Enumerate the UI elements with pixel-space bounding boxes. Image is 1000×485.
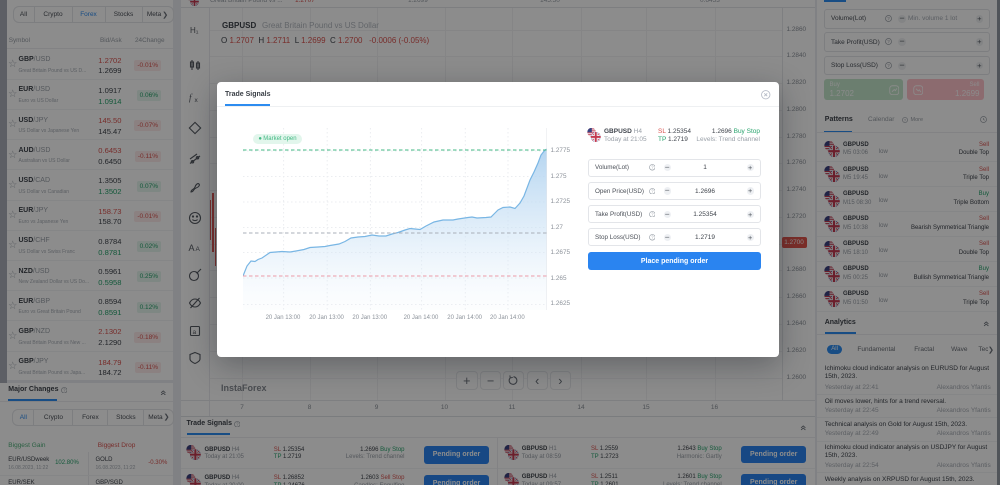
svg-text:?: ? bbox=[63, 387, 66, 392]
svg-text:?: ? bbox=[903, 118, 905, 122]
svg-text:x: x bbox=[194, 97, 198, 104]
svg-text:A: A bbox=[188, 243, 194, 253]
svg-text:?: ? bbox=[651, 212, 654, 217]
svg-text:H₁: H₁ bbox=[190, 26, 199, 35]
svg-text:?: ? bbox=[651, 188, 654, 193]
svg-text:A: A bbox=[195, 246, 200, 253]
svg-text:?: ? bbox=[887, 63, 890, 68]
svg-text:?: ? bbox=[887, 39, 890, 44]
svg-text:?: ? bbox=[236, 421, 239, 426]
svg-text:?: ? bbox=[651, 235, 654, 240]
svg-text:?: ? bbox=[887, 16, 890, 21]
svg-text:a: a bbox=[192, 329, 196, 336]
svg-text:?: ? bbox=[651, 165, 654, 170]
svg-text:f: f bbox=[189, 93, 193, 103]
